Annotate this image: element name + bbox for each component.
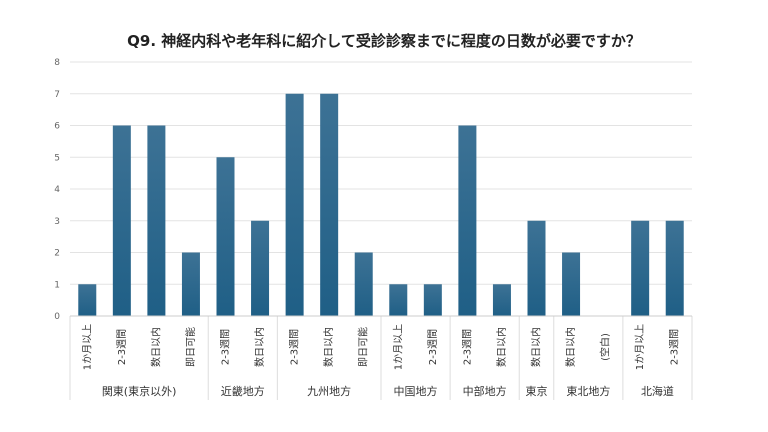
x-tick-label: 2-3週間 xyxy=(669,329,681,365)
group-label: 北海道 xyxy=(641,384,674,398)
group-label: 近畿地方 xyxy=(221,384,265,398)
x-tick-label: 数日以内 xyxy=(149,327,162,367)
bar xyxy=(320,93,339,316)
group-label: 中国地方 xyxy=(394,384,438,398)
y-tick-label: 6 xyxy=(54,122,60,132)
bar xyxy=(285,93,304,316)
y-tick-label: 7 xyxy=(54,90,60,100)
x-tick-label: 数日以内 xyxy=(530,327,543,367)
bar xyxy=(423,284,442,316)
bar xyxy=(112,125,131,316)
y-tick-label: 2 xyxy=(54,249,60,259)
bar xyxy=(147,125,166,316)
bar xyxy=(216,157,235,316)
bar xyxy=(389,284,408,316)
group-label: 九州地方 xyxy=(307,384,351,398)
bar xyxy=(631,220,650,316)
x-tick-label: 1か月以上 xyxy=(81,324,93,370)
bar xyxy=(78,284,97,316)
x-tick-label: 数日以内 xyxy=(495,327,508,367)
y-tick-label: 4 xyxy=(54,185,60,195)
x-tick-label: 2-3週間 xyxy=(289,329,301,365)
group-label: 中部地方 xyxy=(463,384,507,398)
x-tick-label: 1か月以上 xyxy=(634,324,646,370)
bar xyxy=(354,252,373,316)
x-tick-label: 2-3週間 xyxy=(427,329,439,365)
x-tick-label: 数日以内 xyxy=(322,327,335,367)
group-label: 関東(東京以外) xyxy=(102,384,177,398)
bar xyxy=(251,220,270,316)
bar xyxy=(527,220,546,316)
x-tick-label: 2-3週間 xyxy=(461,329,473,365)
x-tick-label: 数日以内 xyxy=(564,327,577,367)
x-tick-label: 2-3週間 xyxy=(220,329,232,365)
y-tick-label: 5 xyxy=(54,153,60,163)
y-tick-label: 0 xyxy=(54,312,60,322)
bar xyxy=(665,220,684,316)
bar xyxy=(181,252,200,316)
y-tick-label: 8 xyxy=(54,58,60,68)
y-tick-label: 1 xyxy=(54,280,60,290)
chart-title: Q9. 神経内科や老年科に紹介して受診診察までに程度の日数が必要ですか？ xyxy=(127,32,641,50)
bar xyxy=(492,284,511,316)
x-tick-label: (空白) xyxy=(599,333,612,361)
x-tick-label: 即日可能 xyxy=(357,327,370,367)
y-tick-label: 3 xyxy=(54,217,60,227)
group-label: 東北地方 xyxy=(566,384,610,398)
bar xyxy=(562,252,581,316)
bar xyxy=(458,125,477,316)
x-tick-label: 2-3週間 xyxy=(116,329,128,365)
x-tick-label: 1か月以上 xyxy=(392,324,404,370)
group-label: 東京 xyxy=(526,384,548,398)
x-tick-label: 数日以内 xyxy=(253,327,266,367)
x-tick-label: 即日可能 xyxy=(184,327,197,367)
